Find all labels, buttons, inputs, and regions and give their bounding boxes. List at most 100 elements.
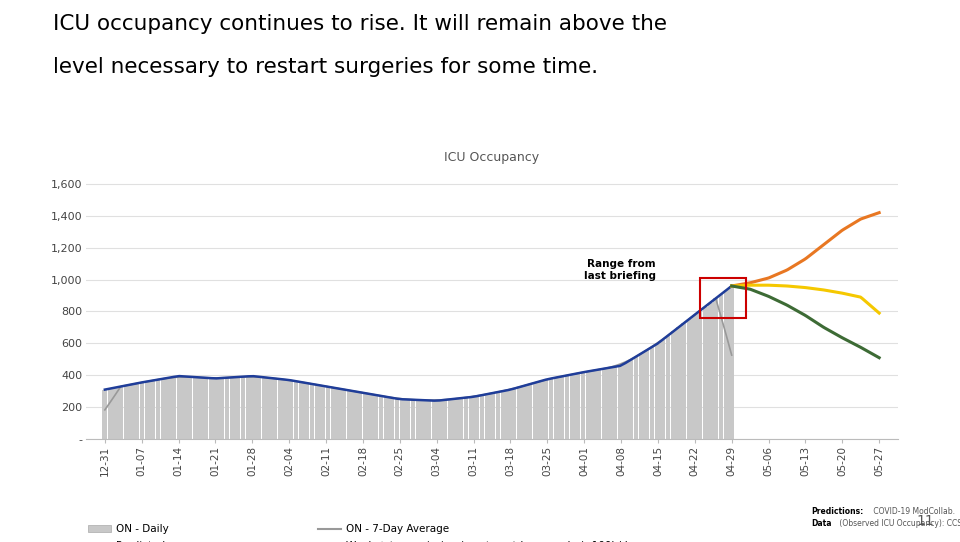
- Bar: [639, 353, 644, 439]
- Bar: [273, 378, 277, 439]
- Bar: [713, 299, 718, 439]
- Bar: [527, 384, 532, 439]
- Bar: [129, 384, 133, 439]
- Bar: [235, 377, 240, 439]
- Bar: [650, 347, 655, 439]
- Bar: [288, 380, 293, 439]
- Bar: [405, 399, 410, 439]
- Text: COVID-19 ModCollab.: COVID-19 ModCollab.: [871, 507, 954, 516]
- Bar: [564, 376, 569, 439]
- Bar: [560, 377, 564, 439]
- Bar: [468, 397, 474, 439]
- Bar: [485, 394, 490, 439]
- Bar: [108, 389, 112, 439]
- Bar: [522, 386, 527, 439]
- Bar: [103, 390, 108, 439]
- Bar: [581, 372, 586, 439]
- Bar: [458, 398, 463, 439]
- Bar: [506, 390, 511, 439]
- Bar: [177, 376, 181, 439]
- Bar: [437, 401, 442, 439]
- Bar: [208, 378, 213, 439]
- Bar: [512, 389, 516, 439]
- Text: 11: 11: [917, 514, 934, 528]
- Bar: [219, 378, 224, 439]
- Bar: [139, 382, 144, 439]
- Bar: [134, 383, 139, 439]
- Bar: [304, 383, 309, 439]
- Bar: [187, 377, 192, 439]
- Bar: [204, 378, 208, 439]
- Bar: [182, 377, 187, 439]
- Bar: [113, 388, 118, 439]
- Bar: [596, 370, 601, 439]
- Bar: [671, 332, 676, 439]
- Bar: [575, 373, 580, 439]
- Bar: [676, 327, 681, 439]
- Bar: [352, 391, 357, 439]
- Bar: [703, 307, 708, 439]
- Bar: [682, 323, 686, 439]
- Bar: [252, 376, 256, 439]
- Bar: [166, 378, 171, 439]
- Bar: [495, 392, 500, 439]
- Bar: [533, 383, 538, 439]
- Bar: [161, 379, 166, 439]
- Bar: [623, 363, 628, 439]
- Bar: [325, 387, 330, 439]
- Bar: [719, 294, 724, 439]
- Bar: [363, 393, 368, 439]
- Bar: [692, 315, 697, 439]
- Bar: [543, 380, 548, 439]
- Bar: [660, 340, 665, 439]
- Bar: [432, 401, 437, 439]
- Bar: [501, 391, 506, 439]
- Bar: [241, 377, 246, 439]
- Bar: [342, 390, 347, 439]
- Bar: [124, 385, 129, 439]
- Bar: [336, 389, 341, 439]
- Text: Predictions:: Predictions:: [811, 507, 863, 516]
- Bar: [172, 377, 177, 439]
- Bar: [193, 377, 198, 439]
- Bar: [453, 399, 458, 439]
- Bar: [607, 367, 612, 439]
- Bar: [416, 400, 420, 439]
- Bar: [474, 396, 479, 439]
- Bar: [655, 344, 660, 439]
- Bar: [368, 394, 372, 439]
- Bar: [480, 395, 485, 439]
- Bar: [628, 360, 634, 439]
- Bar: [229, 377, 235, 439]
- Bar: [156, 379, 160, 439]
- Bar: [347, 390, 351, 439]
- Bar: [464, 398, 468, 439]
- Bar: [277, 379, 282, 439]
- Bar: [256, 377, 261, 439]
- Bar: [267, 378, 272, 439]
- Text: (Observed ICU Occupancy): CCSO: (Observed ICU Occupancy): CCSO: [837, 519, 960, 528]
- Bar: [644, 350, 649, 439]
- Bar: [586, 371, 590, 439]
- Bar: [570, 375, 575, 439]
- Bar: [548, 378, 554, 439]
- Bar: [591, 370, 596, 439]
- Bar: [686, 319, 691, 439]
- Bar: [373, 395, 378, 439]
- Bar: [491, 393, 495, 439]
- Bar: [389, 398, 395, 439]
- Bar: [411, 400, 416, 439]
- Bar: [602, 369, 607, 439]
- Bar: [357, 392, 362, 439]
- Bar: [225, 378, 229, 439]
- Bar: [426, 401, 431, 439]
- Bar: [309, 384, 315, 439]
- Bar: [262, 377, 267, 439]
- Bar: [400, 399, 405, 439]
- Legend: ON - Daily, Predicted, Moderate ↓ transmission, 100k/day, ON - 7-Day Average, We: ON - Daily, Predicted, Moderate ↓ transm…: [84, 520, 645, 542]
- Bar: [118, 386, 123, 439]
- Bar: [634, 357, 638, 439]
- Bar: [730, 286, 734, 439]
- Bar: [294, 381, 299, 439]
- Text: Range from
last briefing: Range from last briefing: [584, 259, 656, 281]
